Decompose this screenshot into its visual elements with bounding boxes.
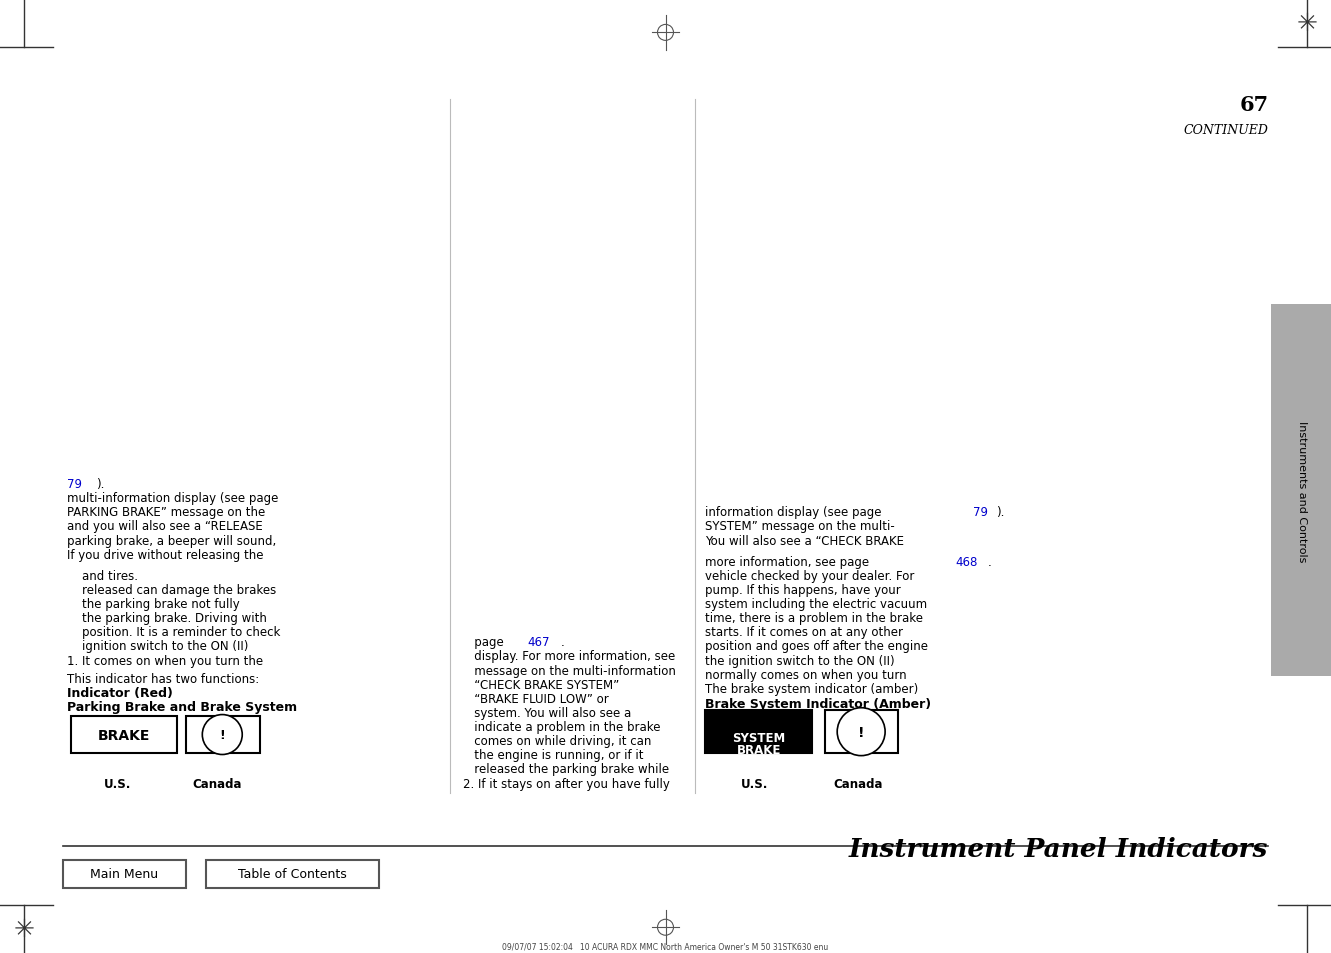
Text: The brake system indicator (amber): The brake system indicator (amber): [705, 682, 918, 695]
FancyBboxPatch shape: [206, 860, 379, 888]
Text: U.S.: U.S.: [741, 777, 768, 790]
Text: SYSTEM” message on the multi-: SYSTEM” message on the multi-: [705, 520, 896, 533]
Text: indicate a problem in the brake: indicate a problem in the brake: [463, 720, 660, 733]
Text: pump. If this happens, have your: pump. If this happens, have your: [705, 583, 901, 597]
Text: !: !: [220, 728, 225, 741]
FancyBboxPatch shape: [1271, 305, 1331, 677]
Text: SYSTEM: SYSTEM: [732, 731, 785, 744]
Text: the ignition switch to the ON (II): the ignition switch to the ON (II): [705, 654, 894, 667]
FancyBboxPatch shape: [705, 710, 812, 753]
Text: time, there is a problem in the brake: time, there is a problem in the brake: [705, 612, 924, 624]
Text: system including the electric vacuum: system including the electric vacuum: [705, 598, 928, 611]
Text: parking brake, a beeper will sound,: parking brake, a beeper will sound,: [67, 534, 276, 547]
Text: This indicator has two functions:: This indicator has two functions:: [67, 672, 258, 685]
Text: information display (see page: information display (see page: [705, 506, 885, 518]
Text: ✳: ✳: [13, 917, 35, 942]
Text: position and goes off after the engine: position and goes off after the engine: [705, 639, 929, 653]
Text: 1. It comes on when you turn the: 1. It comes on when you turn the: [67, 654, 262, 667]
Text: Canada: Canada: [833, 777, 884, 790]
Text: !: !: [858, 725, 864, 739]
Text: normally comes on when you turn: normally comes on when you turn: [705, 668, 906, 681]
Text: Table of Contents: Table of Contents: [238, 867, 347, 881]
Text: the parking brake. Driving with: the parking brake. Driving with: [67, 612, 266, 624]
Ellipse shape: [658, 26, 673, 41]
Text: 09/07/07 15:02:04   10 ACURA RDX MMC North America Owner's M 50 31STK630 enu: 09/07/07 15:02:04 10 ACURA RDX MMC North…: [502, 942, 829, 950]
Text: released the parking brake while: released the parking brake while: [463, 762, 669, 776]
Text: 67: 67: [1239, 95, 1268, 115]
Text: 2. If it stays on after you have fully: 2. If it stays on after you have fully: [463, 777, 669, 790]
Text: U.S.: U.S.: [104, 777, 130, 790]
Text: 79: 79: [973, 506, 988, 518]
Text: CONTINUED: CONTINUED: [1183, 124, 1268, 137]
FancyBboxPatch shape: [63, 860, 186, 888]
Text: ).: ).: [96, 477, 104, 491]
Text: ✳: ✳: [1296, 11, 1318, 36]
Text: You will also see a “CHECK BRAKE: You will also see a “CHECK BRAKE: [705, 534, 905, 547]
Text: message on the multi-information: message on the multi-information: [463, 664, 676, 677]
Text: Brake System Indicator (Amber): Brake System Indicator (Amber): [705, 698, 932, 711]
Text: Instruments and Controls: Instruments and Controls: [1296, 420, 1307, 561]
Text: 467: 467: [527, 636, 550, 649]
Text: ignition switch to the ON (II): ignition switch to the ON (II): [67, 639, 248, 653]
Text: Main Menu: Main Menu: [89, 867, 158, 881]
Text: “BRAKE FLUID LOW” or: “BRAKE FLUID LOW” or: [463, 692, 610, 705]
Text: 79: 79: [67, 477, 81, 491]
Text: 468: 468: [956, 556, 978, 568]
FancyBboxPatch shape: [825, 710, 898, 753]
FancyBboxPatch shape: [71, 717, 177, 753]
Text: Parking Brake and Brake System: Parking Brake and Brake System: [67, 700, 297, 714]
Text: the engine is running, or if it: the engine is running, or if it: [463, 748, 644, 761]
Text: ).: ).: [996, 506, 1004, 518]
Text: the parking brake not fully: the parking brake not fully: [67, 598, 240, 611]
Text: If you drive without releasing the: If you drive without releasing the: [67, 548, 264, 561]
Text: Instrument Panel Indicators: Instrument Panel Indicators: [849, 836, 1268, 861]
Text: .: .: [988, 556, 992, 568]
Text: Canada: Canada: [192, 777, 242, 790]
Text: and tires.: and tires.: [67, 569, 137, 582]
Ellipse shape: [837, 708, 885, 756]
Text: BRAKE: BRAKE: [736, 743, 781, 757]
Text: display. For more information, see: display. For more information, see: [463, 650, 675, 662]
Text: PARKING BRAKE” message on the: PARKING BRAKE” message on the: [67, 506, 265, 518]
Text: page: page: [463, 636, 507, 649]
Text: .: .: [560, 636, 564, 649]
Text: multi-information display (see page: multi-information display (see page: [67, 492, 278, 505]
Text: released can damage the brakes: released can damage the brakes: [67, 583, 276, 597]
Text: vehicle checked by your dealer. For: vehicle checked by your dealer. For: [705, 569, 914, 582]
Text: position. It is a reminder to check: position. It is a reminder to check: [67, 626, 280, 639]
Text: Indicator (Red): Indicator (Red): [67, 686, 173, 700]
Text: and you will also see a “RELEASE: and you will also see a “RELEASE: [67, 520, 262, 533]
Text: “CHECK BRAKE SYSTEM”: “CHECK BRAKE SYSTEM”: [463, 678, 619, 691]
Text: comes on while driving, it can: comes on while driving, it can: [463, 735, 652, 747]
Text: BRAKE: BRAKE: [97, 728, 150, 741]
FancyBboxPatch shape: [186, 717, 260, 753]
Text: system. You will also see a: system. You will also see a: [463, 706, 631, 720]
Ellipse shape: [202, 715, 242, 755]
Text: starts. If it comes on at any other: starts. If it comes on at any other: [705, 626, 904, 639]
Ellipse shape: [658, 920, 673, 935]
Text: more information, see page: more information, see page: [705, 556, 873, 568]
